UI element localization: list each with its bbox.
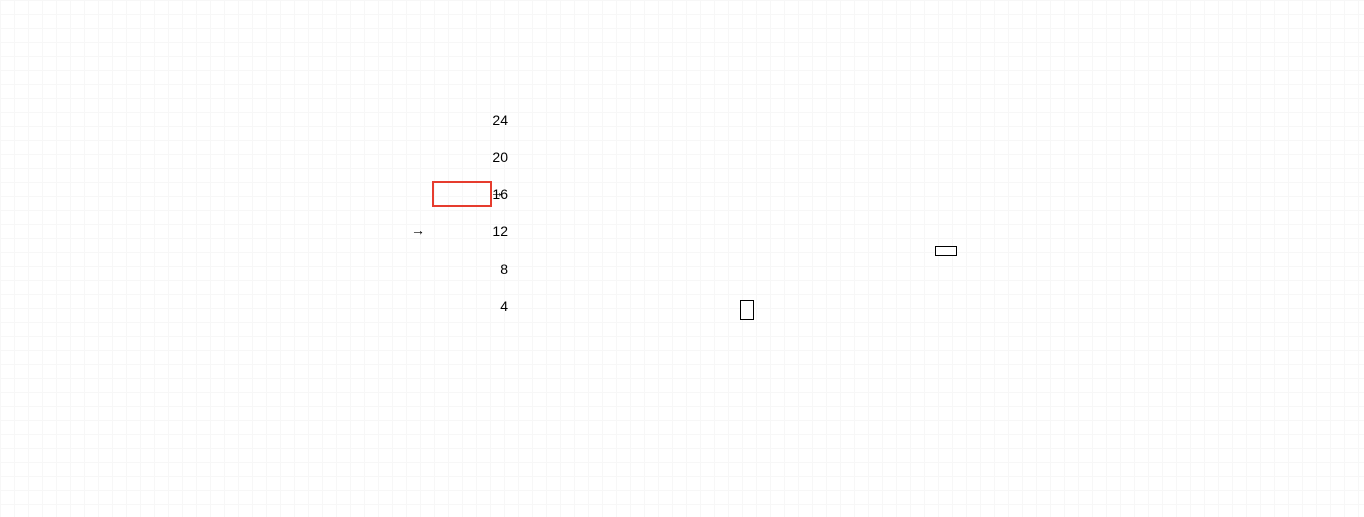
chart [0,0,1364,517]
